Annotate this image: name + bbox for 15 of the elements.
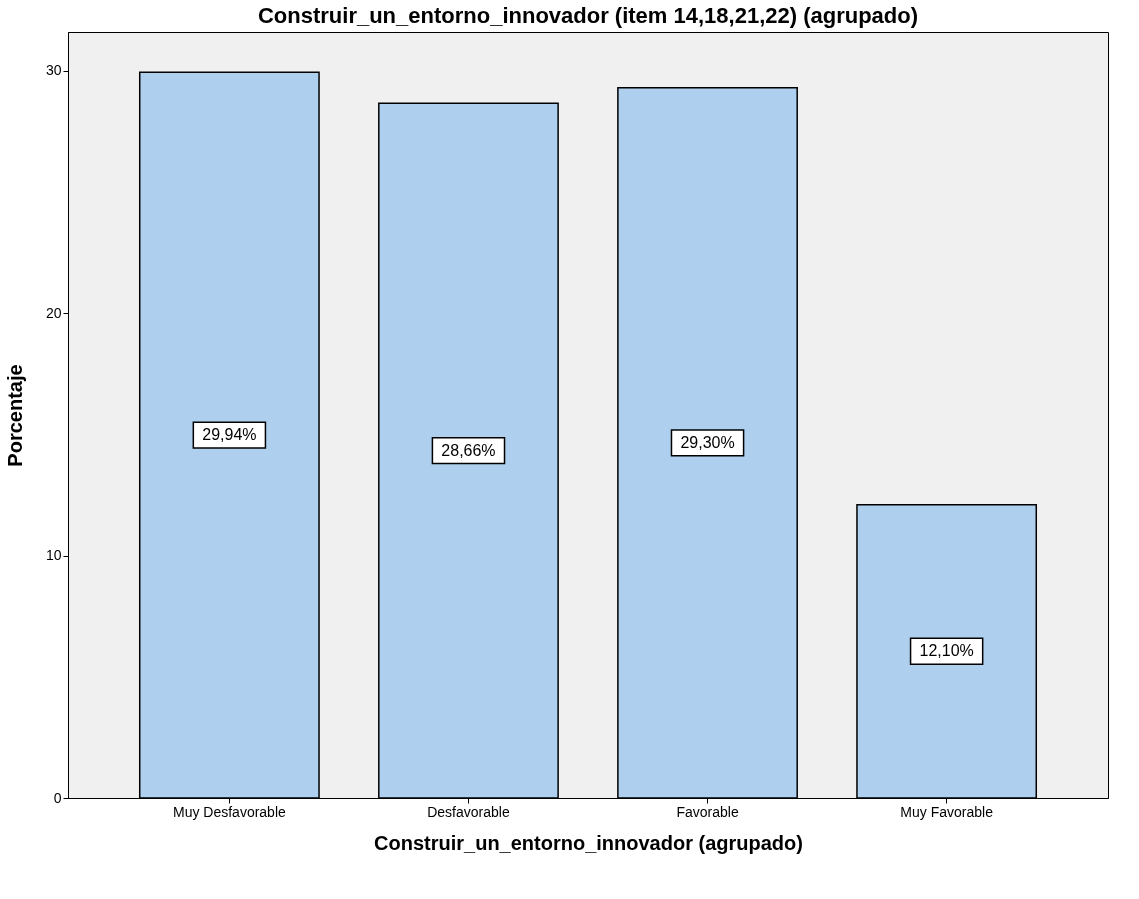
data-label: 12,10% — [919, 642, 974, 660]
y-axis-title: Porcentaje — [3, 364, 26, 467]
x-axis-title: Construir_un_entorno_innovador (agrupado) — [374, 831, 803, 854]
x-tick-label: Favorable — [676, 803, 739, 820]
y-tick-label: 0 — [53, 789, 62, 806]
y-tick-label: 10 — [45, 547, 62, 564]
data-label: 28,66% — [441, 441, 496, 459]
x-tick-label: Muy Favorable — [900, 803, 994, 820]
data-label: 29,30% — [680, 433, 735, 451]
x-tick-label: Muy Desfavorable — [172, 803, 287, 820]
y-tick-label: 30 — [45, 62, 62, 79]
chart-title: Construir_un_entorno_innovador (item 14,18,21,22) (agrupado) — [257, 3, 919, 28]
x-tick-label: Desfavorable — [427, 803, 510, 820]
data-label: 29,94% — [202, 426, 257, 444]
y-tick-label: 20 — [45, 304, 62, 321]
